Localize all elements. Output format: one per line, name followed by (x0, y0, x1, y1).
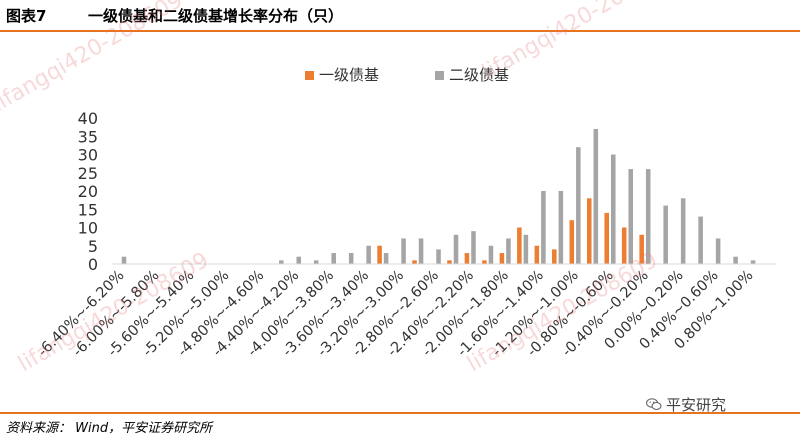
wechat-icon (646, 398, 662, 411)
y-tick-label: 5 (88, 237, 98, 256)
bar-series2 (348, 253, 354, 264)
bar-series1 (517, 227, 522, 264)
footer-divider (0, 412, 800, 414)
bar-series2 (121, 256, 127, 264)
chart-header: 图表7 一级债基和二级债基增长率分布（只） (0, 0, 800, 32)
bar-series2 (715, 238, 721, 264)
y-tick-label: 0 (88, 255, 98, 274)
bar-series1 (534, 245, 540, 264)
bar-series2 (593, 128, 599, 264)
bar-series2 (401, 238, 406, 264)
bar-series2 (471, 231, 476, 264)
bar-series2 (680, 198, 686, 264)
legend-swatch-2 (435, 71, 444, 80)
bar-series2 (541, 191, 546, 264)
bar-series2 (750, 260, 756, 264)
y-tick-label: 35 (78, 127, 98, 146)
bar-series2 (331, 253, 336, 264)
y-tick-label: 40 (78, 109, 98, 128)
bar-series2 (313, 260, 319, 264)
bar-series2 (506, 238, 511, 264)
legend-swatch-1 (305, 71, 314, 80)
y-tick-label: 10 (78, 219, 98, 238)
bar-series2 (628, 169, 634, 264)
bar-series2 (366, 245, 371, 264)
bar-series1 (639, 234, 644, 264)
y-tick-label: 25 (78, 164, 98, 183)
bar-series2 (436, 249, 441, 264)
bar-series1 (464, 253, 470, 264)
bar-series2 (663, 205, 668, 264)
legend-label-1: 一级债基 (319, 66, 379, 84)
bar-series2 (279, 260, 284, 264)
bar-series2 (523, 234, 529, 264)
bar-series1 (412, 260, 417, 264)
bar-series1 (604, 212, 609, 264)
bar-series2 (611, 154, 616, 264)
bar-series2 (488, 245, 494, 264)
wechat-brand: 平安研究 (646, 394, 726, 415)
bar-series2 (418, 238, 424, 264)
bar-series2 (645, 169, 651, 264)
wechat-name: 平安研究 (666, 396, 727, 414)
bar-series1 (447, 260, 452, 264)
bar-series1 (482, 260, 487, 264)
x-axis: -6.40%~-6.20%-6.00%~-5.80%-5.60%~-5.40%-… (35, 263, 776, 360)
bar-series2 (383, 253, 389, 264)
bar-series2 (296, 256, 302, 264)
chart-legend: 一级债基 二级债基 (305, 66, 509, 84)
bar-series1 (586, 198, 592, 264)
source-note: 资料来源： Wind，平安证券研究所 (6, 421, 213, 436)
bar-series2 (453, 234, 459, 264)
y-tick-label: 15 (78, 200, 98, 219)
bar-series1 (569, 220, 575, 264)
bar-series2 (733, 256, 738, 264)
y-tick-label: 20 (78, 182, 98, 201)
bar-series2 (558, 191, 564, 264)
chart-title: 一级债基和二级债基增长率分布（只） (88, 7, 344, 25)
bar-series1 (377, 245, 382, 264)
bar-series1 (621, 227, 627, 264)
bar-series1 (552, 249, 557, 264)
bar-series1 (499, 253, 505, 264)
legend-label-2: 二级债基 (449, 66, 509, 84)
bar-series2 (576, 147, 581, 264)
bar-series2 (698, 216, 703, 264)
bars (121, 128, 756, 264)
figure-label: 图表7 (6, 7, 47, 25)
y-tick-label: 30 (78, 146, 98, 165)
